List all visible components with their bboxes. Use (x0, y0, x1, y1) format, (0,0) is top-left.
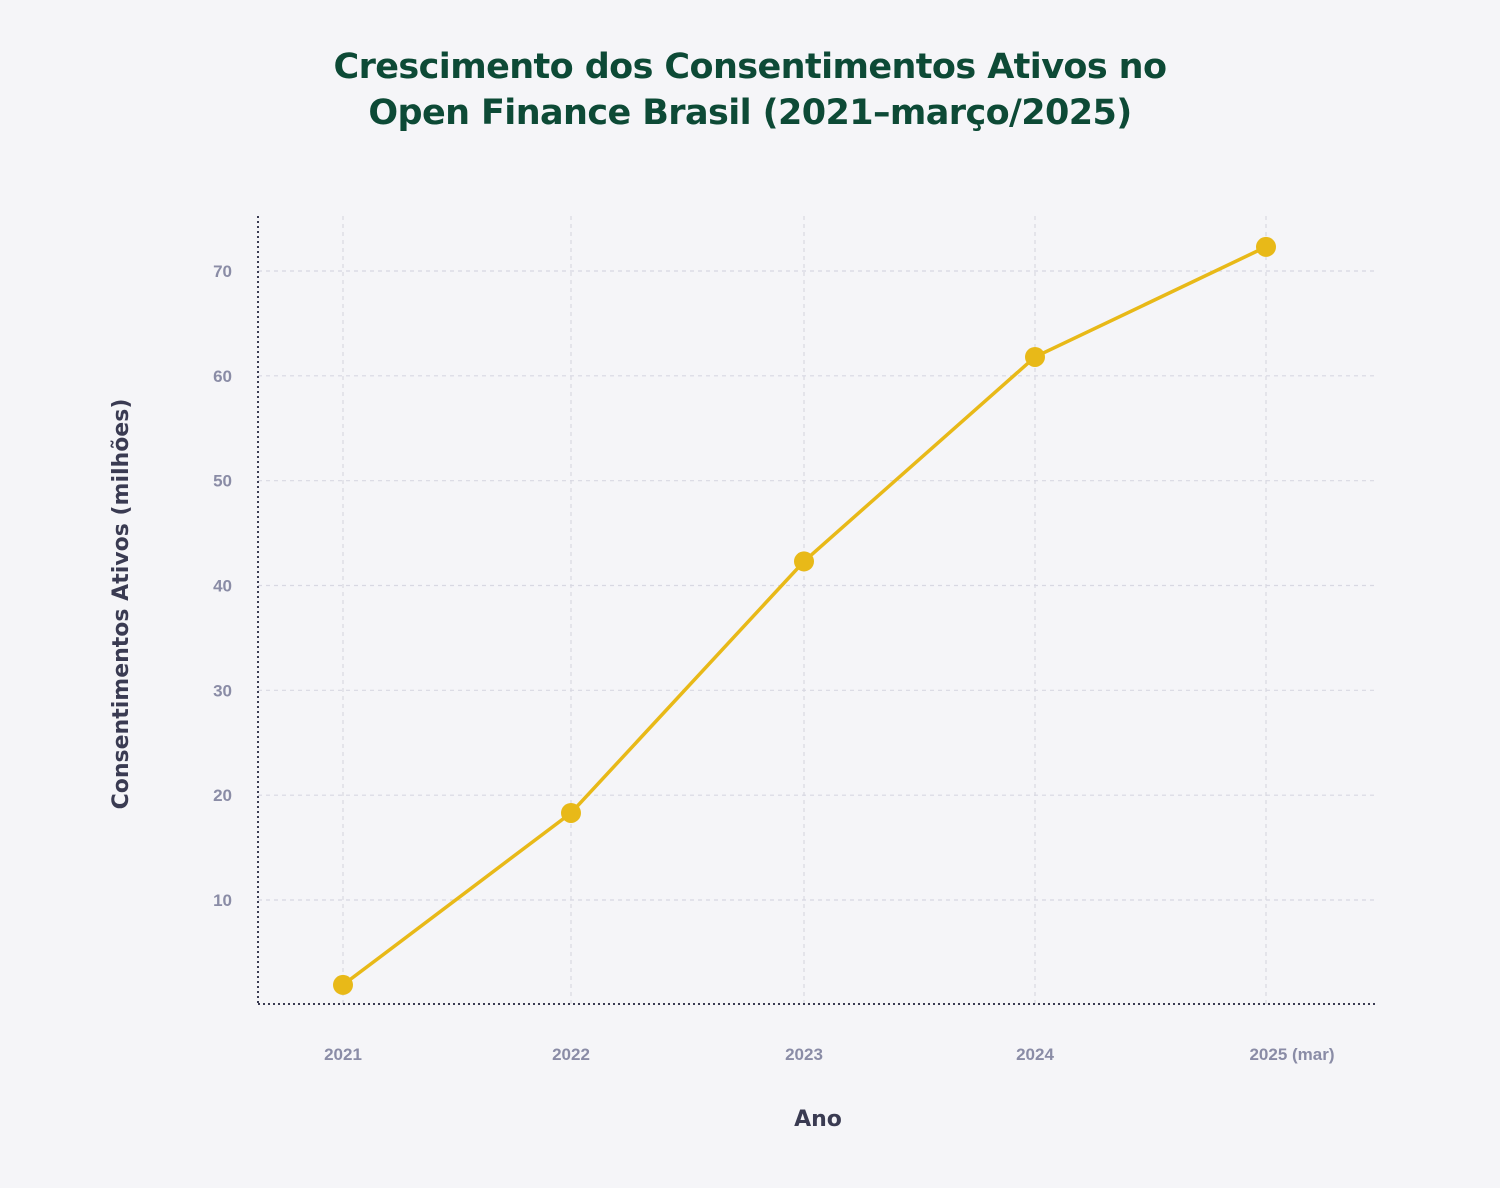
x-axis-title: Ano (794, 1107, 842, 1132)
y-tick-label-70: 70 (213, 262, 232, 281)
y-tick-label-60: 60 (213, 367, 232, 386)
y-tick-label-30: 30 (213, 681, 232, 700)
x-tick-label-2: 2023 (785, 1045, 823, 1064)
series (333, 236, 1276, 995)
chart-title-line-2: Open Finance Brasil (2021–março/2025) (368, 93, 1132, 133)
y-axis-title: Consentimentos Ativos (milhões) (109, 399, 134, 810)
chart-title: Crescimento dos Consentimentos Ativos no… (0, 44, 1500, 136)
data-point-2023 (794, 551, 814, 572)
axes (257, 216, 1378, 1005)
grid (258, 216, 1378, 1004)
tick-labels: 10 20 30 40 50 60 70 2021 2022 2023 2024 2025 (mar) (213, 262, 1334, 1064)
data-point-2022 (561, 802, 581, 823)
x-tick-label-0: 2021 (324, 1045, 362, 1064)
x-tick-label-3: 2024 (1016, 1045, 1054, 1064)
x-tick-label-4: 2025 (mar) (1249, 1045, 1334, 1064)
data-point-2024 (1025, 346, 1045, 367)
y-tick-label-40: 40 (213, 577, 232, 596)
y-tick-label-50: 50 (213, 472, 232, 491)
y-tick-label-10: 10 (213, 891, 232, 910)
chart-title-line-1: Crescimento dos Consentimentos Ativos no (333, 47, 1168, 87)
x-tick-label-1: 2022 (552, 1045, 590, 1064)
y-tick-label-20: 20 (213, 786, 232, 805)
data-point-2021 (333, 974, 353, 995)
data-point-2025mar (1256, 236, 1276, 257)
